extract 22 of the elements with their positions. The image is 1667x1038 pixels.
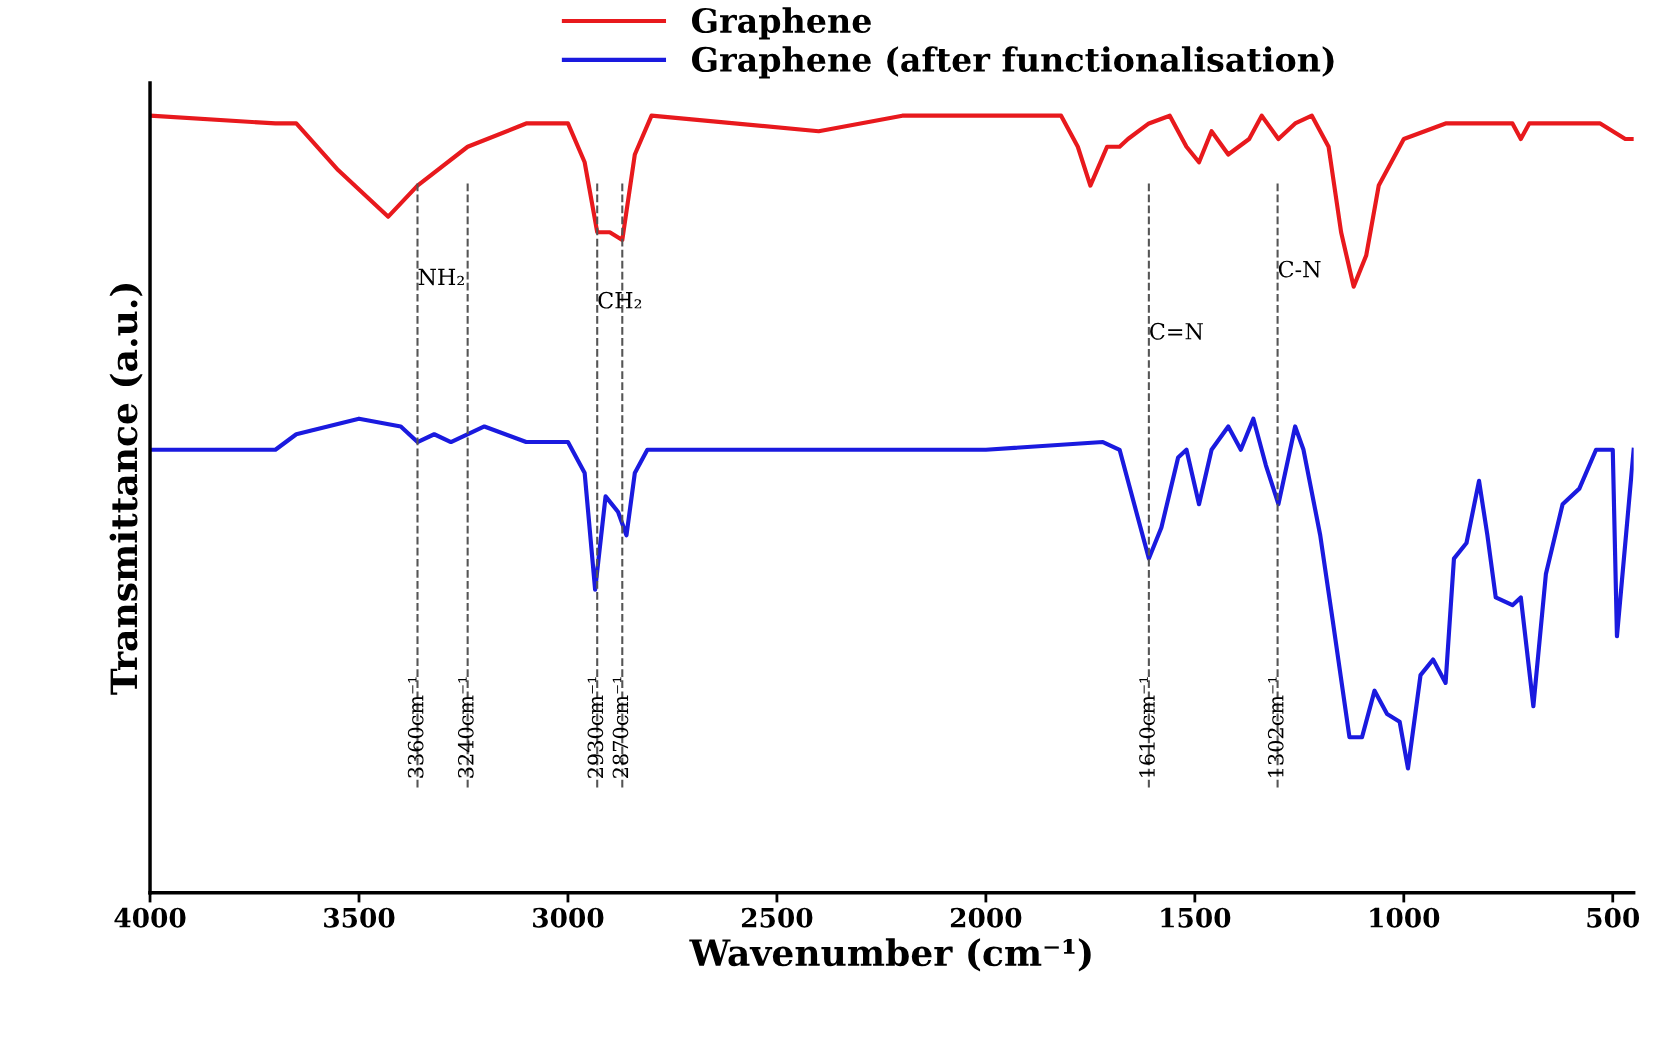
ref-line-label: 1302cm⁻¹ — [1267, 677, 1284, 777]
annotation: CH₂ — [598, 291, 642, 309]
x-tick-label: 1000 — [1370, 907, 1440, 928]
x-tick-label: 4000 — [114, 907, 186, 928]
x-tick-label: 3000 — [533, 907, 604, 928]
x-tick-label: 2500 — [741, 907, 813, 928]
ref-line-label: 2870cm⁻¹ — [612, 677, 629, 778]
x-tick-label: 500 — [1587, 907, 1640, 928]
legend-label: Graphene (after functionalisation) — [692, 46, 1334, 79]
ref-line-label: 3240cm⁻¹ — [457, 677, 474, 778]
ref-line-label: 1610cm⁻¹ — [1139, 677, 1155, 777]
x-axis-title: Wavenumber (cm⁻¹) — [689, 938, 1091, 972]
x-tick-label: 1500 — [1161, 907, 1231, 928]
ref-line-label: 2930cm⁻¹ — [587, 677, 604, 778]
ref-line-label: 3360cm⁻¹ — [407, 677, 424, 778]
annotation: C=N — [1150, 322, 1203, 340]
legend-label: Graphene — [692, 7, 871, 40]
y-axis-title: Transmittance (a.u.) — [109, 283, 143, 695]
annotation: NH₂ — [418, 268, 464, 286]
annotation: C-N — [1278, 260, 1321, 278]
x-tick-label: 2000 — [950, 907, 1022, 928]
x-tick-label: 3500 — [324, 907, 395, 928]
